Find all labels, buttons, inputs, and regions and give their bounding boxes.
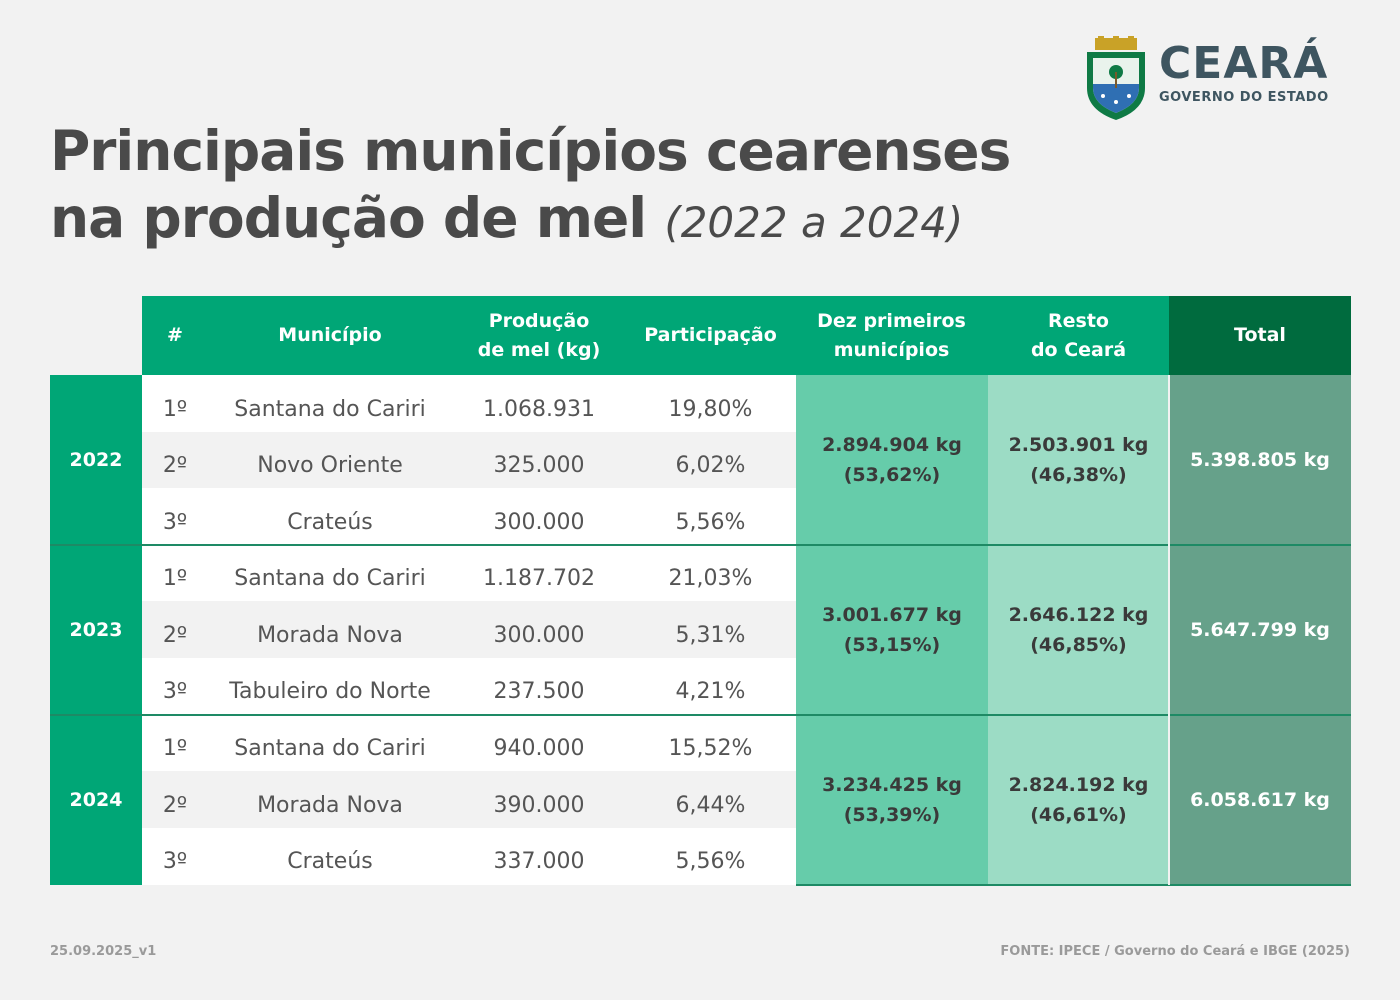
dez-primeiros-cell: 2.894.904 kg (53,62%): [796, 375, 988, 545]
municipio-cell: Crateús: [287, 510, 373, 535]
participacao-cell: 5,56%: [675, 510, 746, 535]
producao-cell: 390.000: [493, 793, 585, 818]
title-line2: na produção de mel: [50, 186, 647, 251]
municipio-cell: Crateús: [287, 849, 373, 874]
table-row: [142, 771, 796, 828]
page-title: Principais municípios cearenses na produ…: [50, 118, 1011, 252]
rank-cell: 3º: [162, 510, 188, 535]
dez-primeiros-cell: 3.234.425 kg (53,39%): [796, 715, 988, 885]
table-bottom-border: [796, 884, 1351, 886]
table-row: [142, 828, 796, 885]
participacao-cell: 19,80%: [668, 397, 753, 422]
table-row: [142, 375, 796, 432]
governo-ceara-logo: CEARÁ GOVERNO DO ESTADO: [1083, 36, 1358, 122]
dez-primeiros-cell: 3.001.677 kg (53,15%): [796, 545, 988, 715]
header-resto: Resto do Ceará: [987, 296, 1170, 375]
rank-cell: 1º: [162, 736, 188, 761]
producao-cell: 1.187.702: [483, 566, 595, 591]
header-dez-primeiros: Dez primeiros municípios: [795, 296, 988, 375]
table-row: [142, 715, 796, 771]
rank-cell: 2º: [162, 453, 188, 478]
logo-name: CEARÁ: [1159, 38, 1329, 89]
producao-cell: 1.068.931: [483, 397, 595, 422]
year-label: 2024: [50, 715, 142, 885]
municipio-cell: Tabuleiro do Norte: [229, 679, 431, 704]
header-municipio: Município: [207, 296, 453, 375]
year-label: 2023: [50, 545, 142, 715]
logo-text: CEARÁ GOVERNO DO ESTADO: [1159, 38, 1329, 106]
municipio-cell: Novo Oriente: [257, 453, 403, 478]
header-participacao: Participação: [625, 296, 796, 375]
column-divider: [1168, 375, 1170, 885]
total-cell: 5.398.805 kg: [1169, 375, 1351, 545]
source-label: FONTE: IPECE / Governo do Ceará e IBGE (…: [1000, 944, 1350, 959]
total-cell: 5.647.799 kg: [1169, 545, 1351, 715]
resto-cell: 2.646.122 kg (46,85%): [988, 545, 1169, 715]
producao-cell: 300.000: [493, 623, 585, 648]
header-rank: #: [142, 296, 208, 375]
version-label: 25.09.2025_v1: [50, 944, 157, 959]
rank-cell: 1º: [162, 397, 188, 422]
producao-cell: 337.000: [493, 849, 585, 874]
year-separator: [50, 544, 1351, 546]
producao-cell: 300.000: [493, 510, 585, 535]
table-row: [142, 658, 796, 715]
header-producao: Produção de mel (kg): [452, 296, 626, 375]
year-separator: [50, 714, 1351, 716]
municipio-cell: Morada Nova: [257, 623, 403, 648]
participacao-cell: 21,03%: [668, 566, 753, 591]
table-row: [142, 488, 796, 545]
rank-cell: 3º: [162, 679, 188, 704]
year-label: 2022: [50, 375, 142, 545]
participacao-cell: 5,31%: [675, 623, 746, 648]
rank-cell: 2º: [162, 793, 188, 818]
total-cell: 6.058.617 kg: [1169, 715, 1351, 885]
municipio-cell: Santana do Cariri: [234, 736, 426, 761]
municipio-cell: Santana do Cariri: [234, 566, 426, 591]
table-row: [142, 432, 796, 488]
resto-cell: 2.503.901 kg (46,38%): [988, 375, 1169, 545]
producao-cell: 237.500: [493, 679, 585, 704]
municipio-cell: Santana do Cariri: [234, 397, 426, 422]
title-period: (2022 a 2024): [664, 198, 964, 248]
participacao-cell: 4,21%: [675, 679, 746, 704]
producao-cell: 325.000: [493, 453, 585, 478]
participacao-cell: 15,52%: [668, 736, 753, 761]
title-line1: Principais municípios cearenses: [50, 119, 1011, 183]
participacao-cell: 6,02%: [675, 453, 746, 478]
producao-cell: 940.000: [493, 736, 585, 761]
table-row: [142, 601, 796, 658]
table-row: [142, 545, 796, 601]
resto-cell: 2.824.192 kg (46,61%): [988, 715, 1169, 885]
rank-cell: 1º: [162, 566, 188, 591]
logo-tagline: GOVERNO DO ESTADO: [1159, 90, 1329, 105]
header-total: Total: [1169, 296, 1351, 375]
participacao-cell: 6,44%: [675, 793, 746, 818]
rank-cell: 2º: [162, 623, 188, 648]
rank-cell: 3º: [162, 849, 188, 874]
municipio-cell: Morada Nova: [257, 793, 403, 818]
ceara-coat-of-arms-icon: [1087, 36, 1145, 120]
participacao-cell: 5,56%: [675, 849, 746, 874]
